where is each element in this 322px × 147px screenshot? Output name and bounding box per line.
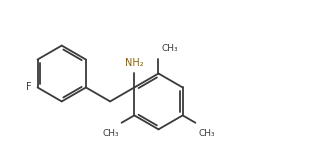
Text: F: F [26, 82, 32, 92]
Text: CH₃: CH₃ [198, 129, 215, 138]
Text: NH₂: NH₂ [125, 58, 144, 68]
Text: CH₃: CH₃ [161, 44, 178, 53]
Text: CH₃: CH₃ [102, 129, 118, 138]
